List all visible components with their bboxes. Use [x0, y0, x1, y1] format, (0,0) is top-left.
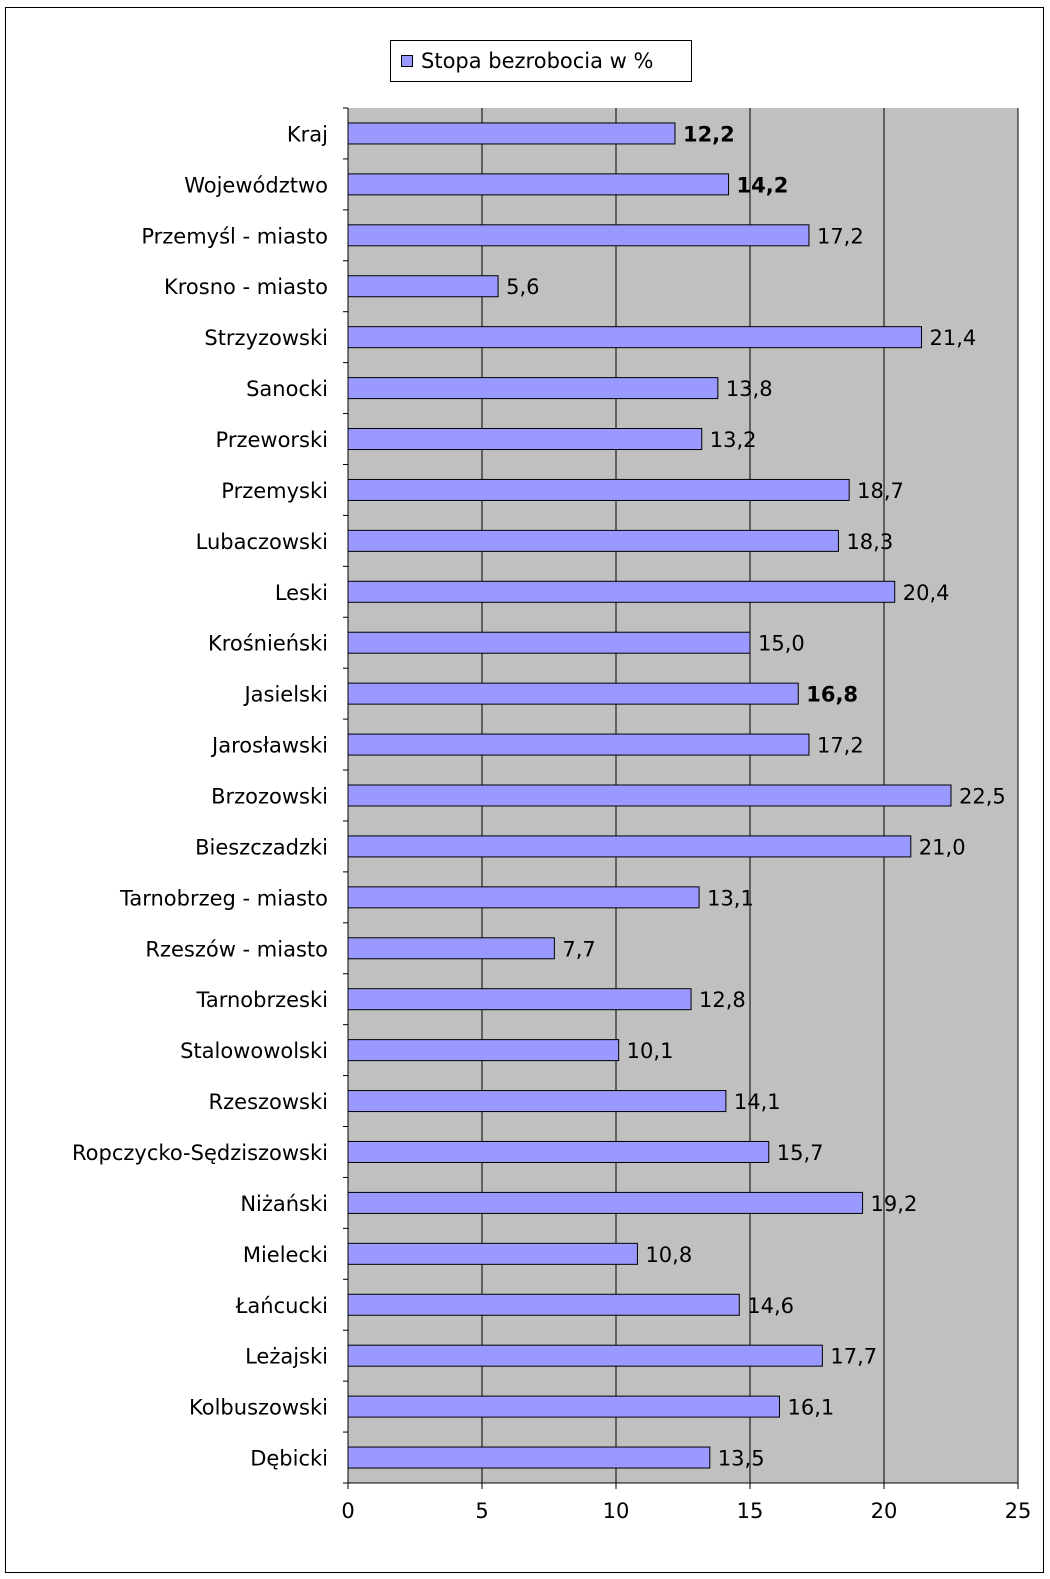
- x-tick-label: 0: [341, 1499, 354, 1523]
- bar: [347, 529, 839, 552]
- bar: [347, 1446, 711, 1469]
- data-label: 21,0: [919, 835, 966, 859]
- category-label: Jasielski: [242, 683, 328, 707]
- category-label: Kraj: [287, 122, 328, 146]
- bar: [347, 377, 719, 400]
- data-label: 21,4: [930, 326, 977, 350]
- data-label: 13,8: [726, 377, 773, 401]
- category-label: Rzeszowski: [209, 1090, 328, 1114]
- category-label: Bieszczadzki: [195, 835, 328, 859]
- category-label: Przemyśl - miasto: [141, 224, 328, 248]
- data-label: 22,5: [959, 785, 1006, 809]
- data-label: 17,2: [817, 224, 864, 248]
- bar: [347, 1242, 638, 1265]
- data-label: 12,2: [683, 122, 735, 146]
- bar: [347, 1039, 620, 1062]
- bar: [347, 1395, 780, 1418]
- category-label: Sanocki: [246, 377, 328, 401]
- bar: [347, 1140, 770, 1163]
- bar: [347, 224, 810, 247]
- bar: [347, 275, 499, 298]
- legend-label: Stopa bezrobocia w %: [421, 49, 654, 73]
- bar: [347, 682, 799, 705]
- category-label: Brzozowski: [211, 785, 328, 809]
- bar: [347, 1293, 740, 1316]
- category-label: Kolbuszowski: [189, 1396, 328, 1420]
- bar: [347, 478, 850, 501]
- category-label: Ropczycko-Sędziszowski: [72, 1141, 328, 1165]
- category-label: Krosno - miasto: [164, 275, 328, 299]
- category-label: Leski: [275, 581, 328, 605]
- bar: [347, 835, 912, 858]
- category-label: Tarnobrzeski: [196, 988, 329, 1012]
- category-label: Jarosławski: [210, 734, 328, 758]
- bar: [347, 173, 730, 196]
- bar: [347, 1090, 727, 1113]
- bar: [347, 428, 703, 451]
- data-label: 7,7: [562, 937, 595, 961]
- category-label: Stalowowolski: [180, 1039, 328, 1063]
- data-label: 19,2: [871, 1192, 918, 1216]
- data-label: 16,1: [787, 1396, 834, 1420]
- data-label: 20,4: [903, 581, 950, 605]
- bar: [347, 733, 810, 756]
- category-label: Dębicki: [250, 1447, 328, 1471]
- bar: [347, 1344, 823, 1367]
- data-label: 15,7: [777, 1141, 824, 1165]
- category-label: Województwo: [184, 173, 328, 197]
- data-label: 13,2: [710, 428, 757, 452]
- category-label: Mielecki: [243, 1243, 328, 1267]
- category-label: Leżajski: [245, 1345, 328, 1369]
- bar: [347, 937, 555, 960]
- bar: [347, 1191, 864, 1214]
- data-label: 18,7: [857, 479, 904, 503]
- data-label: 12,8: [699, 988, 746, 1012]
- data-label: 14,6: [747, 1294, 794, 1318]
- data-label: 13,5: [718, 1447, 765, 1471]
- category-label: Tarnobrzeg - miasto: [119, 886, 328, 910]
- legend: Stopa bezrobocia w %: [390, 40, 692, 82]
- category-label: Strzyzowski: [204, 326, 328, 350]
- x-tick-label: 20: [871, 1499, 898, 1523]
- x-tick-label: 15: [737, 1499, 764, 1523]
- data-label: 13,1: [707, 886, 754, 910]
- bar: [347, 886, 700, 909]
- x-tick-label: 5: [475, 1499, 488, 1523]
- category-label: Krośnieński: [208, 632, 328, 656]
- data-label: 18,3: [846, 530, 893, 554]
- category-label: Łańcucki: [235, 1294, 328, 1318]
- bar: [347, 326, 923, 349]
- bar: [347, 580, 896, 603]
- category-label: Rzeszów - miasto: [145, 937, 328, 961]
- bar: [347, 631, 751, 654]
- data-label: 16,8: [806, 683, 858, 707]
- data-label: 14,2: [737, 173, 789, 197]
- data-label: 15,0: [758, 632, 805, 656]
- x-tick-label: 25: [1005, 1499, 1032, 1523]
- category-label: Przeworski: [216, 428, 328, 452]
- category-label: Lubaczowski: [196, 530, 328, 554]
- x-tick-label: 10: [603, 1499, 630, 1523]
- data-label: 10,8: [645, 1243, 692, 1267]
- data-label: 5,6: [506, 275, 539, 299]
- data-label: 17,7: [830, 1345, 877, 1369]
- data-label: 14,1: [734, 1090, 781, 1114]
- legend-swatch: [401, 55, 413, 67]
- data-label: 10,1: [627, 1039, 674, 1063]
- category-label: Niżański: [240, 1192, 328, 1216]
- category-label: Przemyski: [221, 479, 328, 503]
- bar: [347, 988, 692, 1011]
- bar: [347, 784, 952, 807]
- bar: [347, 122, 676, 145]
- data-label: 17,2: [817, 734, 864, 758]
